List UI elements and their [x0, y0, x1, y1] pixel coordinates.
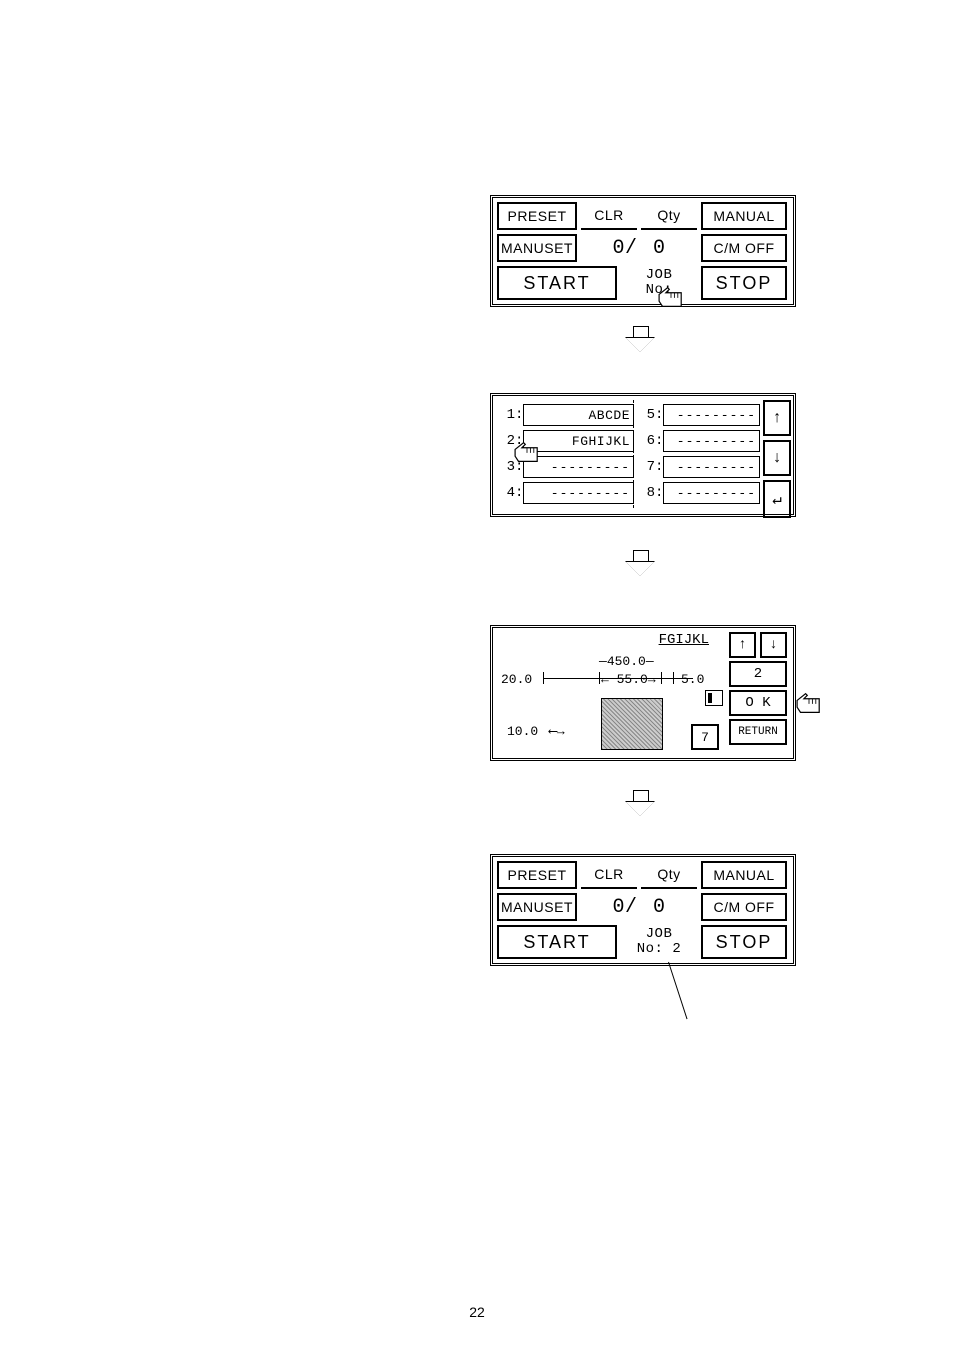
job-name-field: --------- [523, 456, 634, 478]
main-screen-panel-before: PRESET CLR Qty MANUAL MANUSET 0 / 0 C/M … [490, 195, 796, 307]
start-button[interactable]: START [497, 266, 617, 300]
nav-up-button[interactable]: ↑ [729, 632, 756, 658]
pointer-hand-icon [792, 688, 826, 718]
preview-nav: ↑ ↓ 2 O K RETURN [729, 632, 787, 748]
copies-input[interactable]: 7 [691, 724, 719, 750]
counter-right: 0 [638, 237, 666, 260]
nav-down-button[interactable]: ↓ [760, 632, 787, 658]
qty-label: Qty [641, 861, 697, 889]
col-gap-value: 5.0 [681, 672, 704, 687]
counter-left: 0 [612, 237, 625, 260]
job-name-field: --------- [663, 430, 760, 452]
job-list-panel: 1:ABCDE 2:FGHIJKL 3:--------- 4:--------… [490, 393, 796, 517]
job-list-row[interactable]: 5:--------- [639, 402, 760, 428]
main-screen-panel-after: PRESET CLR Qty MANUAL MANUSET 0 / 0 C/M … [490, 854, 796, 966]
start-button[interactable]: START [497, 925, 617, 959]
ok-button[interactable]: O K [729, 690, 787, 716]
manual-button[interactable]: MANUAL [701, 202, 787, 230]
dimension-preview-panel: FGIJKL ↑ ↓ 2 O K RETURN —450.0— 20.0 ← 5… [490, 625, 796, 761]
job-list-row[interactable]: 7:--------- [639, 454, 760, 480]
clr-label: CLR [581, 861, 637, 889]
job-name-field: --------- [523, 482, 634, 504]
col-width-value: 55.0 [617, 672, 648, 687]
bottom-margin-value: 10.0 [507, 724, 538, 739]
job-list-nav: ↑ ↓ ↵ [763, 400, 787, 508]
manual-button[interactable]: MANUAL [701, 861, 787, 889]
page-thumb-icon [705, 690, 723, 706]
job-list-row[interactable]: 8:--------- [639, 480, 760, 506]
manuset-button[interactable]: MANUSET [497, 234, 577, 262]
job-name-field: --------- [663, 482, 760, 504]
page-preview-icon [601, 698, 663, 750]
stop-button[interactable]: STOP [701, 266, 787, 300]
cm-off-button[interactable]: C/M OFF [701, 234, 787, 262]
page-number: 22 [0, 1304, 954, 1320]
return-button[interactable]: RETURN [729, 719, 787, 745]
callout-line [668, 962, 687, 1019]
job-no-button[interactable]: JOB No: [621, 266, 697, 300]
preset-button[interactable]: PRESET [497, 861, 577, 889]
job-name-field: --------- [663, 404, 760, 426]
stop-button[interactable]: STOP [701, 925, 787, 959]
job-list-row[interactable]: 4:--------- [499, 480, 634, 506]
job-name-field: --------- [663, 456, 760, 478]
counter-display: 0 / 0 [581, 893, 697, 921]
flow-arrow-icon [626, 790, 654, 818]
nav-down-button[interactable]: ↓ [763, 440, 791, 476]
nav-enter-button[interactable]: ↵ [763, 480, 791, 518]
counter-display: 0 / 0 [581, 234, 697, 262]
flow-arrow-icon [626, 550, 654, 578]
flow-arrow-icon [626, 326, 654, 354]
step-input[interactable]: 2 [729, 661, 787, 687]
counter-right: 0 [638, 896, 666, 919]
job-no-value: 2 [672, 941, 681, 957]
job-list-row[interactable]: 2:FGHIJKL [499, 428, 634, 454]
manuset-button[interactable]: MANUSET [497, 893, 577, 921]
job-list-row[interactable]: 3:--------- [499, 454, 634, 480]
job-name-field: FGHIJKL [523, 430, 634, 452]
job-list-row[interactable]: 1:ABCDE [499, 402, 634, 428]
preset-button[interactable]: PRESET [497, 202, 577, 230]
left-margin-value: 20.0 [501, 672, 532, 687]
qty-label: Qty [641, 202, 697, 230]
preview-title: FGIJKL [659, 632, 709, 648]
job-name-field: ABCDE [523, 404, 634, 426]
nav-up-button[interactable]: ↑ [763, 400, 791, 436]
width-total-value: 450.0 [607, 654, 646, 669]
cm-off-button[interactable]: C/M OFF [701, 893, 787, 921]
counter-left: 0 [612, 896, 625, 919]
clr-label: CLR [581, 202, 637, 230]
job-list-row[interactable]: 6:--------- [639, 428, 760, 454]
job-no-button[interactable]: JOB No: 2 [621, 925, 697, 959]
